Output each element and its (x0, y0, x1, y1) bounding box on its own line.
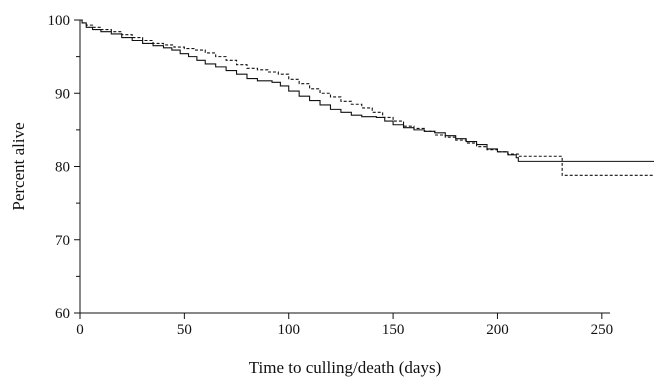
x-ticks: 0 50 100 150 200 250 (76, 313, 613, 338)
x-tick-label: 0 (76, 322, 84, 338)
y-tick-label: 60 (55, 306, 70, 322)
x-tick-label: 150 (382, 322, 405, 338)
y-tick-label: 70 (55, 233, 70, 249)
series-line-dashed (80, 19, 654, 176)
x-axis-label: Time to culling/death (days) (249, 358, 442, 377)
x-tick-label: 200 (486, 322, 509, 338)
axes (79, 20, 610, 314)
x-tick-label: 100 (277, 322, 300, 338)
x-tick-label: 50 (177, 322, 192, 338)
y-tick-label: 90 (55, 86, 70, 102)
y-tick-label: 100 (48, 13, 71, 29)
series-group (80, 19, 654, 176)
x-tick-label: 250 (591, 322, 614, 338)
y-axis-label: Percent alive (9, 122, 28, 210)
y-ticks: 60 70 80 90 100 (48, 13, 80, 322)
series-line-solid (80, 19, 654, 162)
y-tick-label: 80 (55, 160, 70, 176)
